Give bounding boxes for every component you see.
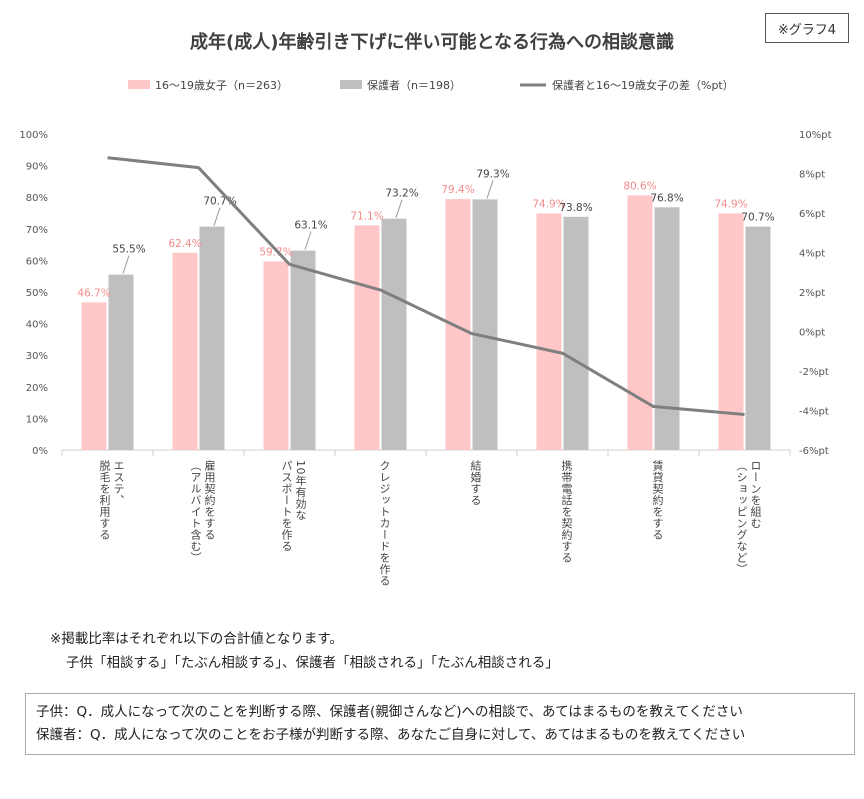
- bar-parent: [108, 274, 134, 450]
- data-label-child: 71.1%: [350, 210, 383, 222]
- y-left-tick-label: 90%: [26, 162, 48, 173]
- footnote: ※掲載比率はそれぞれ以下の合計値となります。 子供「相談する」「たぶん相談する」…: [50, 627, 559, 675]
- legend-swatch-0: [128, 80, 150, 89]
- bar-parent: [563, 216, 589, 450]
- data-label-child: 59.7%: [259, 246, 292, 258]
- bar-child: [627, 195, 653, 450]
- category-label: エステ、: [112, 460, 125, 506]
- label-leader-line: [122, 255, 130, 274]
- y-left-tick-label: 70%: [26, 225, 48, 236]
- data-label-parent: 73.8%: [559, 202, 592, 214]
- bar-parent: [290, 250, 316, 450]
- footnote-line-1: ※掲載比率はそれぞれ以下の合計値となります。: [50, 631, 344, 647]
- bar-child: [354, 225, 380, 450]
- y-right-tick-label: -4%pt: [799, 407, 829, 418]
- y-right-tick-label: -2%pt: [799, 367, 829, 378]
- category-label: （アルバイト含む）: [189, 460, 202, 564]
- bar-child: [445, 199, 471, 450]
- y-left-tick-label: 30%: [26, 351, 48, 362]
- data-label-child: 74.9%: [714, 198, 747, 210]
- bar-parent: [381, 218, 407, 450]
- bar-child: [263, 261, 289, 450]
- category-label: ローンを組む: [749, 460, 762, 529]
- y-right-tick-label: 4%pt: [799, 249, 825, 260]
- y-right-tick-label: 6%pt: [799, 209, 825, 220]
- data-label-parent: 76.8%: [650, 192, 683, 204]
- bar-child: [718, 213, 744, 450]
- legend-label-1: 保護者（n＝198）: [367, 78, 461, 92]
- data-label-parent: 70.7%: [741, 212, 774, 224]
- y-left-tick-label: 20%: [26, 383, 48, 394]
- y-left-tick-label: 100%: [19, 130, 48, 141]
- bar-parent: [745, 226, 771, 450]
- y-left-tick-label: 60%: [26, 256, 48, 267]
- footnote-line-2: 子供「相談する」「たぶん相談する」、保護者「相談される」「たぶん相談される」: [66, 655, 559, 671]
- y-left-tick-label: 80%: [26, 193, 48, 204]
- bar-line-chart: 成年(成人)年齢引き下げに伴い可能となる行為への相談意識 16～19歳女子（n＝…: [19, 31, 831, 587]
- bar-parent: [654, 207, 680, 450]
- legend-label-2: 保護者と16～19歳女子の差（%pt）: [552, 78, 734, 92]
- y-left-tick-label: 50%: [26, 288, 48, 299]
- data-label-child: 80.6%: [623, 180, 656, 192]
- category-label: パスポートを作る: [280, 460, 293, 552]
- category-labels: エステ、脱毛を利用する 雇用契約をする（アルバイト含む） 10年有効なパスポートを作…: [98, 459, 762, 587]
- label-leader-line: [213, 207, 221, 226]
- legend-label-0: 16～19歳女子（n＝263）: [155, 78, 288, 92]
- data-label-parent: 73.2%: [385, 188, 418, 200]
- data-label-child: 62.4%: [168, 238, 201, 250]
- question-box: 子供：Q．成人になって次のことを判断する際、保護者(親御さんなど)への相談で、あ…: [25, 693, 855, 755]
- data-label-parent: 55.5%: [112, 244, 145, 256]
- bars: [81, 195, 771, 450]
- y-left-tick-label: 0%: [32, 446, 48, 457]
- bar-child: [81, 302, 107, 450]
- y-left-tick-label: 10%: [26, 414, 48, 425]
- category-label: 結婚する: [469, 459, 482, 506]
- bar-child: [172, 252, 198, 450]
- label-leader-line: [395, 199, 403, 218]
- category-label: （ショッピングなど）: [735, 460, 748, 575]
- category-label: 賃貸契約をする: [651, 459, 664, 541]
- label-leader-line: [304, 231, 312, 250]
- legend: 16～19歳女子（n＝263） 保護者（n＝198） 保護者と16～19歳女子の差（…: [128, 78, 734, 92]
- y-left-tick-label: 40%: [26, 320, 48, 331]
- y-right-tick-label: 10%pt: [799, 130, 832, 141]
- data-label-parent: 79.3%: [476, 168, 509, 180]
- bar-parent: [472, 199, 498, 450]
- category-label: 携帯電話を契約する: [560, 459, 573, 564]
- question-child: 子供：Q．成人になって次のことを判断する際、保護者(親御さんなど)への相談で、あ…: [36, 704, 743, 720]
- y-right-tick-label: -6%pt: [799, 446, 829, 457]
- category-label: 10年有効な: [294, 460, 307, 521]
- difference-line: [107, 156, 745, 416]
- category-label: 脱毛を利用する: [98, 459, 111, 541]
- chart-title: 成年(成人)年齢引き下げに伴い可能となる行為への相談意識: [190, 31, 674, 53]
- data-label-child: 74.9%: [532, 198, 565, 210]
- bar-labels: 46.7% 55.5% 62.4% 70.7% 59.7% 63.1% 71.1%73.2%…: [77, 168, 774, 299]
- data-label-child: 46.7%: [77, 287, 110, 299]
- bar-parent: [199, 226, 225, 450]
- axes: 0% 10% 20% 30% 40% 50% 60% 70% 80% 90% 100% -6%pt -4…: [19, 130, 831, 457]
- label-leader-line: [486, 180, 494, 199]
- category-label: クレジットカードを作る: [378, 460, 391, 587]
- legend-swatch-1: [340, 80, 362, 89]
- data-label-child: 79.4%: [441, 184, 474, 196]
- y-right-tick-label: 8%pt: [799, 170, 825, 181]
- data-label-parent: 63.1%: [294, 220, 327, 232]
- category-label: 雇用契約をする: [203, 459, 216, 541]
- y-right-tick-label: 2%pt: [799, 288, 825, 299]
- question-parent: 保護者：Q．成人になって次のことをお子様が判断する際、あなたご自身に対して、あて…: [36, 727, 746, 743]
- figure-badge: ※グラフ4: [765, 13, 849, 43]
- bar-child: [536, 213, 562, 450]
- y-right-tick-label: 0%pt: [799, 328, 825, 339]
- line-difference: [107, 156, 745, 416]
